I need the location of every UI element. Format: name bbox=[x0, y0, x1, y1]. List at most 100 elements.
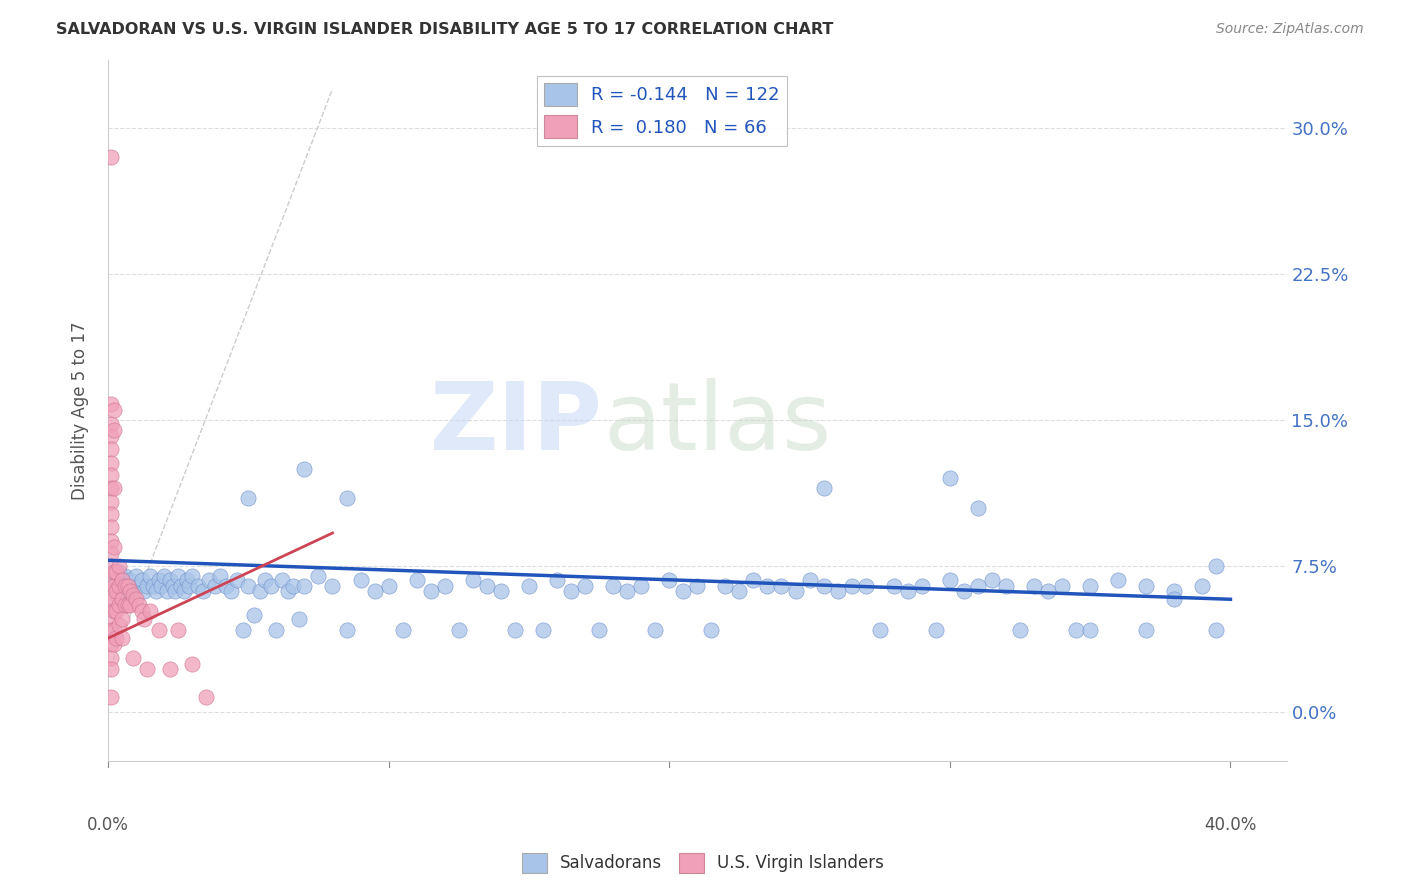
Text: atlas: atlas bbox=[603, 378, 831, 470]
Point bbox=[100, 545, 122, 559]
Point bbox=[294, 461, 316, 475]
Point bbox=[105, 604, 128, 618]
Text: 0.0%: 0.0% bbox=[87, 815, 129, 833]
Point bbox=[939, 573, 962, 587]
Point bbox=[700, 624, 723, 638]
Point bbox=[139, 604, 162, 618]
Point bbox=[100, 637, 122, 651]
Point bbox=[111, 579, 134, 593]
Point bbox=[173, 584, 195, 599]
Point bbox=[108, 559, 131, 574]
Point bbox=[128, 598, 150, 612]
Point bbox=[105, 573, 128, 587]
Point bbox=[475, 579, 498, 593]
Point bbox=[150, 579, 173, 593]
Point bbox=[198, 573, 221, 587]
Point bbox=[100, 442, 122, 457]
Point bbox=[103, 637, 125, 651]
Point bbox=[1135, 579, 1157, 593]
Point bbox=[159, 662, 181, 676]
Point bbox=[103, 579, 125, 593]
Point bbox=[100, 533, 122, 548]
Point bbox=[967, 579, 990, 593]
Point bbox=[785, 584, 807, 599]
Point bbox=[195, 690, 218, 704]
Point bbox=[911, 579, 934, 593]
Point bbox=[658, 573, 681, 587]
Point bbox=[1050, 579, 1073, 593]
Point bbox=[125, 569, 148, 583]
Text: SALVADORAN VS U.S. VIRGIN ISLANDER DISABILITY AGE 5 TO 17 CORRELATION CHART: SALVADORAN VS U.S. VIRGIN ISLANDER DISAB… bbox=[56, 22, 834, 37]
Point bbox=[122, 588, 145, 602]
Point bbox=[221, 584, 243, 599]
Point bbox=[756, 579, 779, 593]
Point bbox=[108, 579, 131, 593]
Point bbox=[644, 624, 666, 638]
Point bbox=[103, 624, 125, 638]
Point bbox=[120, 598, 142, 612]
Point bbox=[167, 624, 190, 638]
Point bbox=[254, 573, 277, 587]
Point bbox=[122, 650, 145, 665]
Point bbox=[883, 579, 905, 593]
Point bbox=[103, 481, 125, 495]
Point bbox=[215, 579, 238, 593]
Point bbox=[560, 584, 582, 599]
Point bbox=[111, 573, 134, 587]
Point bbox=[630, 579, 652, 593]
Point bbox=[307, 569, 329, 583]
Point bbox=[841, 579, 863, 593]
Point bbox=[156, 584, 179, 599]
Point bbox=[363, 584, 385, 599]
Point bbox=[103, 403, 125, 417]
Point bbox=[419, 584, 441, 599]
Point bbox=[277, 584, 299, 599]
Point bbox=[447, 624, 470, 638]
Point bbox=[799, 573, 821, 587]
Point bbox=[574, 579, 596, 593]
Point bbox=[377, 579, 399, 593]
Point bbox=[953, 584, 976, 599]
Point bbox=[117, 584, 139, 599]
Point bbox=[105, 632, 128, 646]
Point bbox=[114, 579, 136, 593]
Point bbox=[869, 624, 891, 638]
Point bbox=[1036, 584, 1059, 599]
Point bbox=[120, 584, 142, 599]
Point bbox=[100, 598, 122, 612]
Point bbox=[209, 569, 232, 583]
Point bbox=[181, 569, 204, 583]
Legend: R = -0.144   N = 122, R =  0.180   N = 66: R = -0.144 N = 122, R = 0.180 N = 66 bbox=[537, 76, 787, 145]
Point bbox=[139, 569, 162, 583]
Point bbox=[136, 579, 159, 593]
Point bbox=[232, 624, 254, 638]
Point bbox=[1163, 584, 1185, 599]
Point bbox=[714, 579, 737, 593]
Text: ZIP: ZIP bbox=[430, 378, 603, 470]
Point bbox=[672, 584, 695, 599]
Point bbox=[1078, 579, 1101, 593]
Point bbox=[111, 612, 134, 626]
Y-axis label: Disability Age 5 to 17: Disability Age 5 to 17 bbox=[72, 321, 89, 500]
Point bbox=[103, 565, 125, 579]
Point bbox=[134, 584, 156, 599]
Point bbox=[103, 604, 125, 618]
Point bbox=[120, 573, 142, 587]
Point bbox=[100, 584, 122, 599]
Point bbox=[1078, 624, 1101, 638]
Text: 40.0%: 40.0% bbox=[1205, 815, 1257, 833]
Point bbox=[134, 612, 156, 626]
Point bbox=[131, 573, 153, 587]
Point bbox=[243, 607, 266, 622]
Point bbox=[742, 573, 765, 587]
Point bbox=[546, 573, 568, 587]
Point bbox=[100, 507, 122, 521]
Point bbox=[100, 150, 122, 164]
Point bbox=[813, 481, 835, 495]
Point bbox=[181, 657, 204, 671]
Point bbox=[981, 573, 1004, 587]
Point bbox=[602, 579, 624, 593]
Point bbox=[260, 579, 283, 593]
Point bbox=[503, 624, 526, 638]
Point bbox=[1205, 559, 1227, 574]
